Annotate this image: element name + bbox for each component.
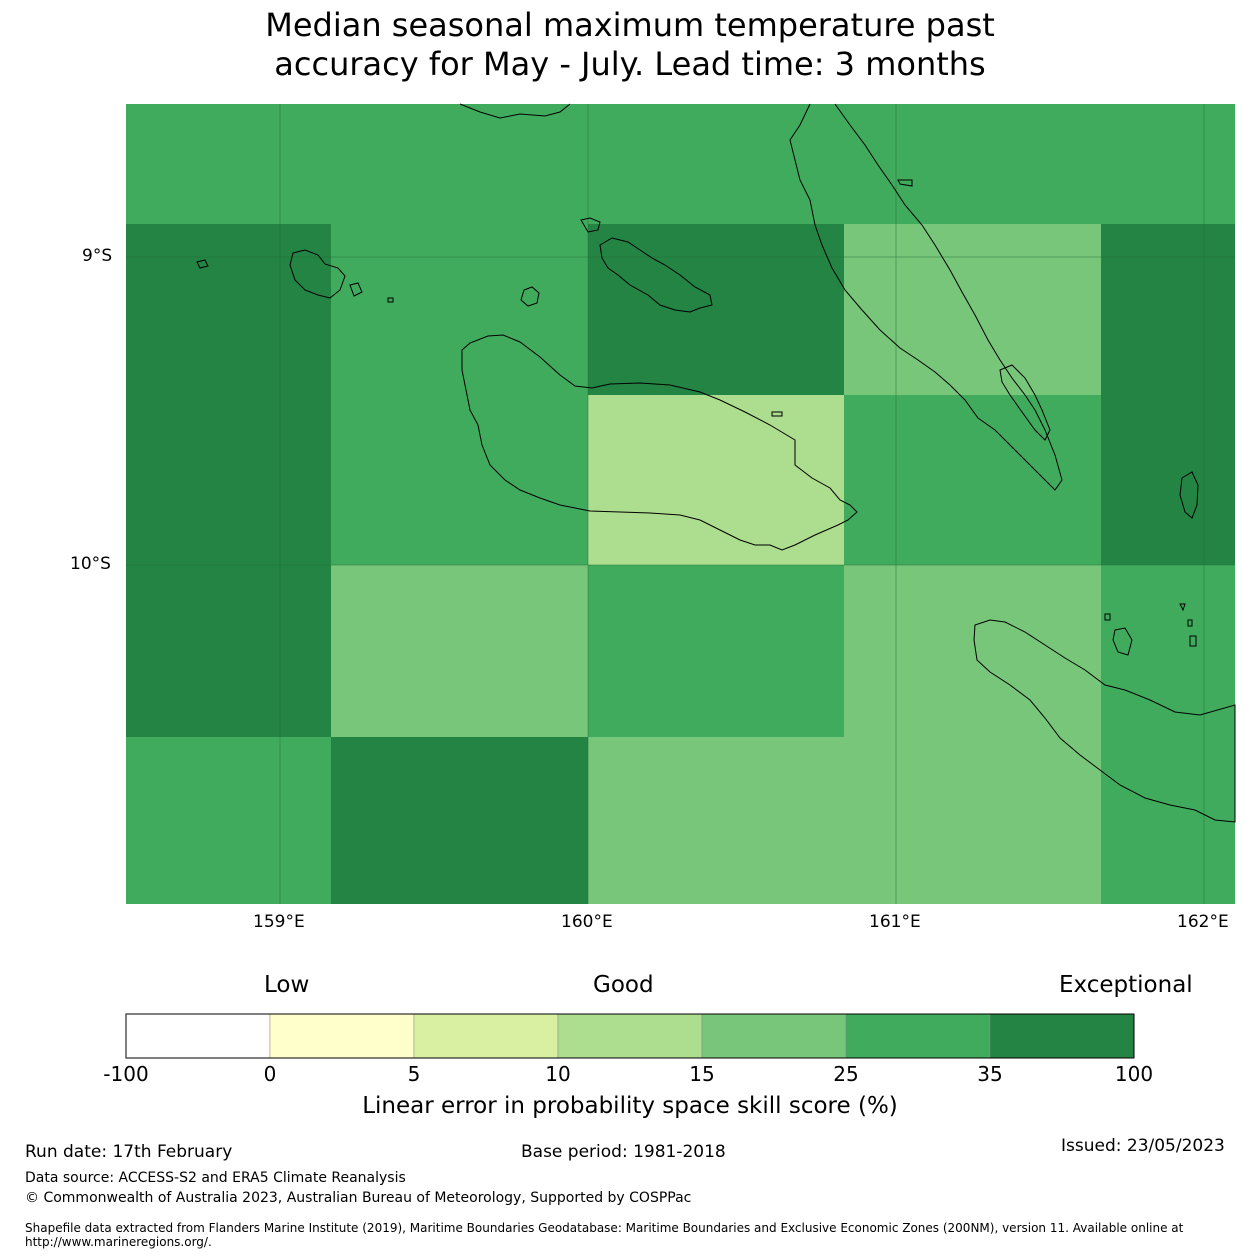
lon-label-160e: 160°E — [561, 912, 613, 932]
colorbar-segment — [845, 1013, 991, 1059]
grid-cell — [1101, 737, 1235, 904]
coastline-santa-isabel — [459, 103, 571, 119]
grid-cell — [588, 395, 844, 565]
colorbar-segment — [269, 1013, 415, 1059]
lat-label-10s: 10°S — [70, 554, 111, 574]
colorbar — [125, 1013, 1135, 1059]
grid-cell — [1101, 224, 1235, 395]
coastline-islet — [349, 282, 363, 297]
lon-label-162e: 162°E — [1177, 912, 1229, 932]
coastline-islet — [897, 179, 913, 187]
coastline-islet — [1112, 627, 1133, 656]
coastline-islet — [1104, 613, 1111, 621]
colorbar-tick: 25 — [833, 1062, 859, 1086]
colorbar-tick: 0 — [263, 1062, 277, 1086]
grid-cell — [126, 737, 331, 904]
colorbar-segment — [701, 1013, 847, 1059]
coastline-small-malaita — [999, 364, 1051, 441]
colorbar-low-label: Low — [264, 972, 310, 998]
graticule — [126, 104, 1235, 904]
coastline-islet — [771, 411, 783, 417]
grid-cell — [126, 565, 331, 737]
coastline-islet — [1189, 635, 1197, 647]
colorbar-tick: -100 — [103, 1062, 149, 1086]
shapefile-credit-line-2: http://www.marineregions.org/. — [25, 1235, 212, 1249]
grid-cell — [126, 224, 331, 395]
coastline-florida-islands — [599, 237, 713, 313]
map-title: Median seasonal maximum temperature past… — [0, 6, 1260, 84]
grid-cell — [588, 737, 1101, 904]
shapefile-credit-line-1: Shapefile data extracted from Flanders M… — [25, 1221, 1184, 1235]
grid-cell — [844, 224, 1101, 395]
colorbar-tick: 5 — [407, 1062, 421, 1086]
colorbar-segment — [989, 1013, 1135, 1059]
colorbar-tick: 15 — [689, 1062, 715, 1086]
lon-label-161e: 161°E — [869, 912, 921, 932]
coastline-savo — [520, 286, 540, 307]
coastline-guadalcanal — [461, 334, 858, 551]
colorbar-tick: 10 — [545, 1062, 571, 1086]
coastline-malaita — [789, 103, 1063, 491]
colorbar-tick: 100 — [1114, 1062, 1154, 1086]
run-date: Run date: 17th February — [25, 1142, 233, 1162]
grid-cell — [126, 395, 331, 565]
grid-cell — [331, 224, 588, 395]
copyright: © Commonwealth of Australia 2023, Austra… — [25, 1190, 692, 1206]
grid-cell — [588, 224, 844, 395]
base-period: Base period: 1981-2018 — [521, 1142, 726, 1162]
coastline-islet — [1187, 619, 1193, 627]
coastline-russell — [289, 249, 346, 299]
grid-cell — [844, 395, 1101, 565]
skill-grid — [126, 104, 1235, 904]
grid-cell — [331, 737, 588, 904]
grid-cell — [331, 395, 588, 565]
coastline-islet — [580, 217, 601, 233]
colorbar-good-label: Good — [593, 972, 654, 998]
lat-label-9s: 9°S — [82, 246, 113, 266]
colorbar-exceptional-label: Exceptional — [1059, 972, 1193, 998]
title-line-2: accuracy for May - July. Lead time: 3 mo… — [274, 45, 986, 83]
coastline-islet — [387, 297, 394, 303]
colorbar-frame — [125, 1013, 1135, 1059]
colorbar-segment — [557, 1013, 703, 1059]
shapefile-credit: Shapefile data extracted from Flanders M… — [25, 1221, 1245, 1249]
data-source: Data source: ACCESS-S2 and ERA5 Climate … — [25, 1170, 406, 1186]
colorbar-segment — [413, 1013, 559, 1059]
colorbar-title: Linear error in probability space skill … — [362, 1093, 898, 1119]
colorbar-segment — [125, 1013, 271, 1059]
coastline-islet — [196, 259, 209, 269]
issued-date: Issued: 23/05/2023 — [1061, 1136, 1225, 1156]
colorbar-tick: 35 — [977, 1062, 1003, 1086]
grid-cell — [1101, 395, 1235, 565]
coastlines — [196, 103, 1236, 823]
title-line-1: Median seasonal maximum temperature past — [265, 6, 995, 44]
grid-cell — [126, 104, 1235, 224]
grid-cell — [588, 565, 844, 737]
grid-cell — [844, 565, 1101, 737]
coastline-islet — [1179, 603, 1186, 612]
lon-label-159e: 159°E — [253, 912, 305, 932]
grid-cell — [331, 565, 588, 737]
coastline-makira — [973, 619, 1236, 823]
coastline-ulawa — [1179, 471, 1199, 519]
